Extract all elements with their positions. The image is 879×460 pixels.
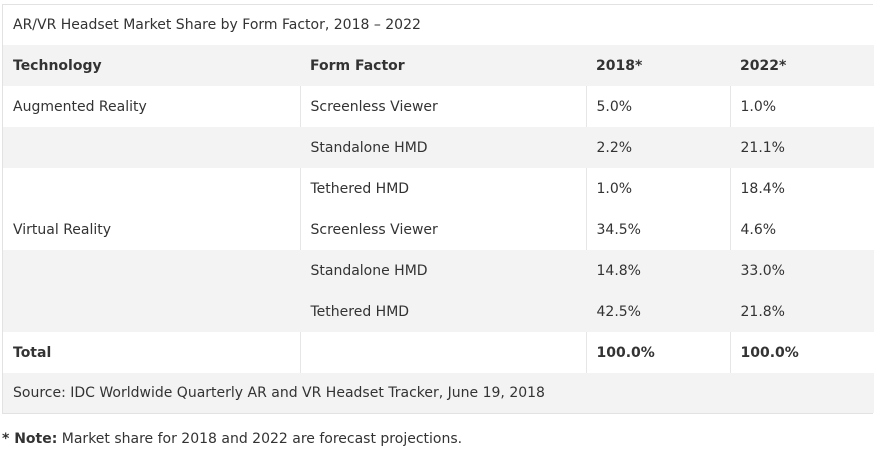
share-2018-cell: 1.0% [585,168,730,209]
total-label: Total [3,332,300,373]
header-row: Technology Form Factor 2018* 2022* [3,45,875,86]
header-2018: 2018* [586,45,730,86]
technology-cell [3,250,300,291]
form-factor-cell: Screenless Viewer [299,209,586,250]
share-2022-cell: 21.8% [729,291,875,332]
form-factor-cell: Standalone HMD [299,250,586,291]
technology-cell: Virtual Reality [3,209,300,250]
table-row: Standalone HMD 2.2% 21.1% [3,127,875,168]
title-row: AR/VR Headset Market Share by Form Facto… [3,5,875,45]
note-text: Market share for 2018 and 2022 are forec… [57,431,463,447]
market-share-table: AR/VR Headset Market Share by Form Facto… [2,4,875,414]
table-title: AR/VR Headset Market Share by Form Facto… [3,5,875,45]
share-2018-cell: 14.8% [585,250,730,291]
share-2022-cell: 1.0% [729,86,875,127]
data-table: AR/VR Headset Market Share by Form Facto… [3,5,875,413]
form-factor-cell: Tethered HMD [299,291,586,332]
footnote: * Note: Market share for 2018 and 2022 a… [2,431,462,447]
share-2022-cell: 33.0% [729,250,875,291]
share-2022-cell: 21.1% [729,127,875,168]
technology-cell [3,291,300,332]
table-row: Virtual Reality Screenless Viewer 34.5% … [3,209,875,250]
total-row: Total 100.0% 100.0% [3,332,875,373]
header-2022: 2022* [730,45,875,86]
technology-cell [3,168,300,209]
form-factor-cell: Standalone HMD [299,127,586,168]
header-form-factor: Form Factor [300,45,586,86]
technology-cell: Augmented Reality [3,86,300,127]
table-row: Tethered HMD 42.5% 21.8% [3,291,875,332]
total-2022-cell: 100.0% [729,332,875,373]
share-2018-cell: 34.5% [585,209,730,250]
source-text: Source: IDC Worldwide Quarterly AR and V… [3,373,875,413]
form-factor-cell: Screenless Viewer [299,86,586,127]
technology-cell [3,127,300,168]
table-row: Standalone HMD 14.8% 33.0% [3,250,875,291]
share-2018-cell: 42.5% [585,291,730,332]
total-form-factor-cell [299,332,586,373]
table-row: Augmented Reality Screenless Viewer 5.0%… [3,86,875,127]
share-2022-cell: 4.6% [729,209,875,250]
form-factor-cell: Tethered HMD [299,168,586,209]
share-2018-cell: 2.2% [585,127,730,168]
source-row: Source: IDC Worldwide Quarterly AR and V… [3,373,875,413]
note-label: * Note: [2,431,58,447]
header-technology: Technology [3,45,300,86]
total-2018-cell: 100.0% [585,332,730,373]
share-2022-cell: 18.4% [729,168,875,209]
share-2018-cell: 5.0% [585,86,730,127]
table-row: Tethered HMD 1.0% 18.4% [3,168,875,209]
